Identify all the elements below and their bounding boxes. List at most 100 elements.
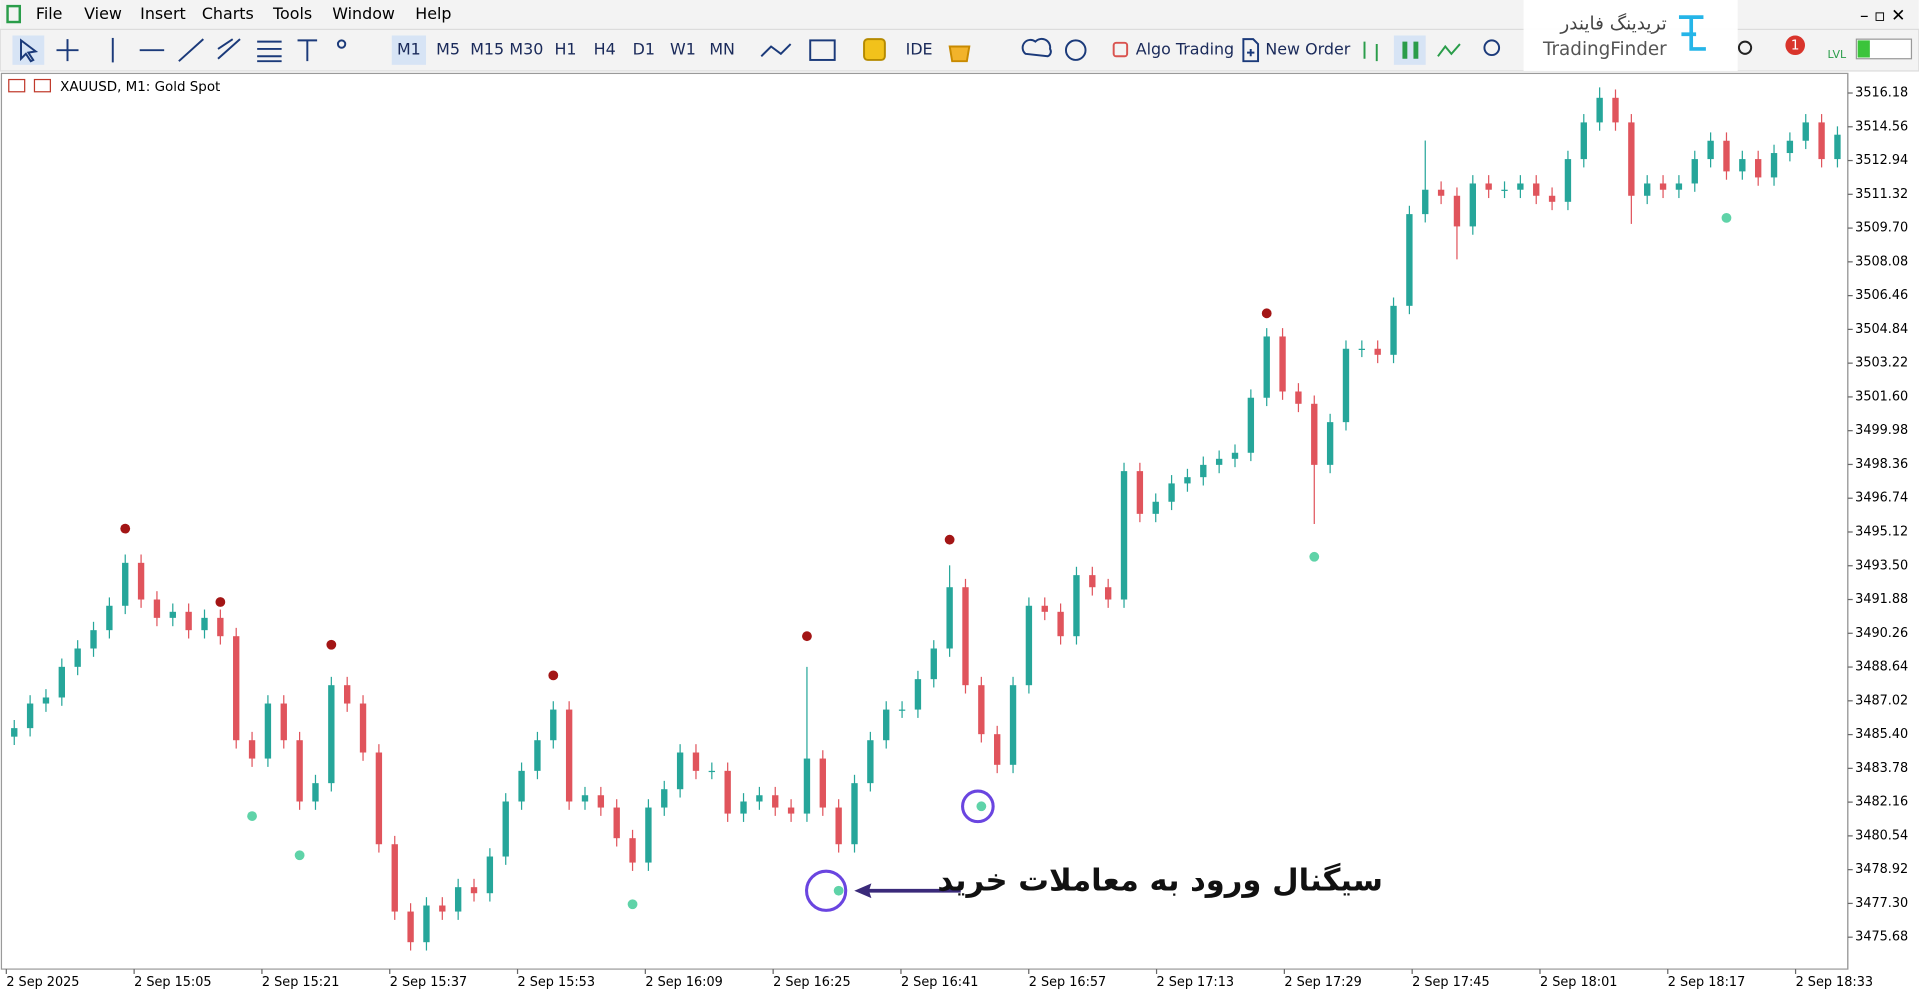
candle-body	[1342, 348, 1350, 423]
level-label: LVL	[1828, 48, 1847, 61]
menu-item[interactable]: Help	[415, 4, 451, 23]
y-tick-label: 3495.12	[1855, 524, 1908, 539]
candle-body	[676, 752, 684, 790]
line-view[interactable]	[1437, 43, 1461, 57]
buy-signal	[833, 885, 844, 896]
timeframe[interactable]: W1	[670, 40, 696, 59]
candle-body	[1485, 183, 1492, 190]
chart-title: XAUUSD, M1: Gold Spot	[60, 80, 220, 95]
signals[interactable]	[948, 45, 971, 63]
menu-item[interactable]: Insert	[140, 4, 186, 23]
candle-body	[867, 740, 874, 784]
x-tick-label: 2 Sep 16:57	[1029, 975, 1106, 990]
candle-body	[946, 587, 953, 649]
timeframe[interactable]: M30	[509, 40, 543, 59]
timeframe[interactable]: M15	[470, 40, 504, 59]
y-tick-label: 3491.88	[1855, 592, 1908, 607]
candle-body	[454, 887, 462, 912]
sell-signal	[548, 670, 559, 681]
chart-type[interactable]	[760, 43, 792, 57]
order-icon[interactable]	[1242, 38, 1260, 63]
trendline-tool[interactable]	[178, 38, 204, 62]
fibo-tool[interactable]	[257, 40, 282, 63]
shapes-tool[interactable]	[336, 39, 347, 49]
candles-view[interactable]	[1402, 41, 1419, 59]
timeframe[interactable]: M5	[436, 40, 460, 59]
indicators[interactable]	[809, 39, 836, 61]
logo-panel	[1523, 0, 1738, 71]
buy-signal	[247, 811, 257, 821]
new-order[interactable]: New Order	[1265, 40, 1350, 59]
channel-tool[interactable]	[217, 38, 241, 60]
candle-body	[1009, 685, 1017, 765]
candle-body	[787, 807, 795, 814]
candle-body	[11, 728, 18, 737]
timeframe[interactable]: M1	[397, 40, 421, 59]
services[interactable]	[1064, 39, 1087, 61]
menu-item[interactable]: File	[36, 4, 63, 23]
cursor-tool[interactable]	[20, 38, 39, 63]
timeframe[interactable]: D1	[633, 40, 655, 59]
y-tick-label: 3483.78	[1855, 761, 1908, 776]
candle-body	[772, 795, 779, 808]
y-tick-label: 3511.32	[1855, 187, 1908, 202]
menu-item[interactable]: Charts	[202, 4, 254, 23]
timeframe[interactable]: H1	[554, 40, 576, 59]
candle-body	[1628, 122, 1635, 196]
y-tick-label: 3516.18	[1855, 86, 1908, 101]
sell-signal	[1261, 308, 1272, 319]
x-tick-label: 2 Sep 16:41	[901, 975, 978, 990]
timeframe[interactable]: MN	[709, 40, 735, 59]
vps[interactable]	[1021, 37, 1052, 58]
candle-body	[137, 562, 145, 600]
market[interactable]	[863, 38, 886, 61]
menu-item[interactable]: Tools	[272, 4, 312, 23]
y-tick-label: 3488.64	[1855, 660, 1908, 675]
candle-body	[1089, 575, 1096, 588]
candle-body	[1247, 397, 1255, 453]
x-tick-label: 2 Sep 18:01	[1540, 975, 1617, 990]
y-tick-label: 3480.54	[1855, 828, 1908, 843]
text-tool[interactable]	[297, 39, 318, 62]
y-tick-label: 3514.56	[1855, 119, 1908, 134]
x-tick-label: 2 Sep 17:45	[1412, 975, 1489, 990]
y-tick-label: 3512.94	[1855, 153, 1908, 168]
candle-body	[898, 709, 906, 711]
window-controls[interactable]: – ▫ ✕	[1860, 6, 1905, 26]
candle-body	[1834, 134, 1841, 160]
tool-selected[interactable]	[12, 35, 45, 65]
candle-body	[1548, 195, 1556, 202]
zoom-in[interactable]	[1483, 39, 1501, 57]
notify-badge[interactable]	[1785, 35, 1805, 56]
timeframe[interactable]: H4	[594, 40, 616, 59]
candle-body	[1390, 305, 1397, 355]
candle-body	[74, 648, 81, 667]
algo-icon[interactable]	[1112, 41, 1129, 58]
y-tick-label: 3496.74	[1855, 491, 1908, 506]
candle-body	[978, 685, 985, 735]
menu-item[interactable]: Window	[332, 4, 395, 23]
menu-item[interactable]: View	[84, 4, 122, 23]
level-fill	[1857, 40, 1870, 58]
x-tick-label: 2 Sep 15:21	[262, 975, 339, 990]
candle-body	[565, 709, 573, 802]
sell-signal	[944, 534, 955, 545]
algo-trading[interactable]: Algo Trading	[1136, 40, 1234, 59]
y-tick-label: 3506.46	[1855, 288, 1908, 303]
ide-button[interactable]: IDE	[906, 40, 933, 59]
candle-body	[1564, 159, 1572, 202]
candle-body	[122, 562, 129, 606]
search[interactable]	[1737, 40, 1753, 55]
candle-body	[1659, 183, 1667, 190]
candle-body	[581, 795, 589, 802]
bars-view[interactable]	[1363, 41, 1378, 62]
toolbar-icons	[12, 35, 1501, 65]
crosshair-tool[interactable]	[56, 39, 79, 62]
y-tick-label: 3509.70	[1855, 221, 1908, 236]
tf-selected[interactable]	[391, 35, 427, 65]
candle-body	[1057, 611, 1064, 637]
sell-signal	[802, 631, 812, 642]
candles-selected[interactable]	[1393, 35, 1426, 65]
x-tick-label: 2 Sep 16:25	[773, 975, 850, 990]
